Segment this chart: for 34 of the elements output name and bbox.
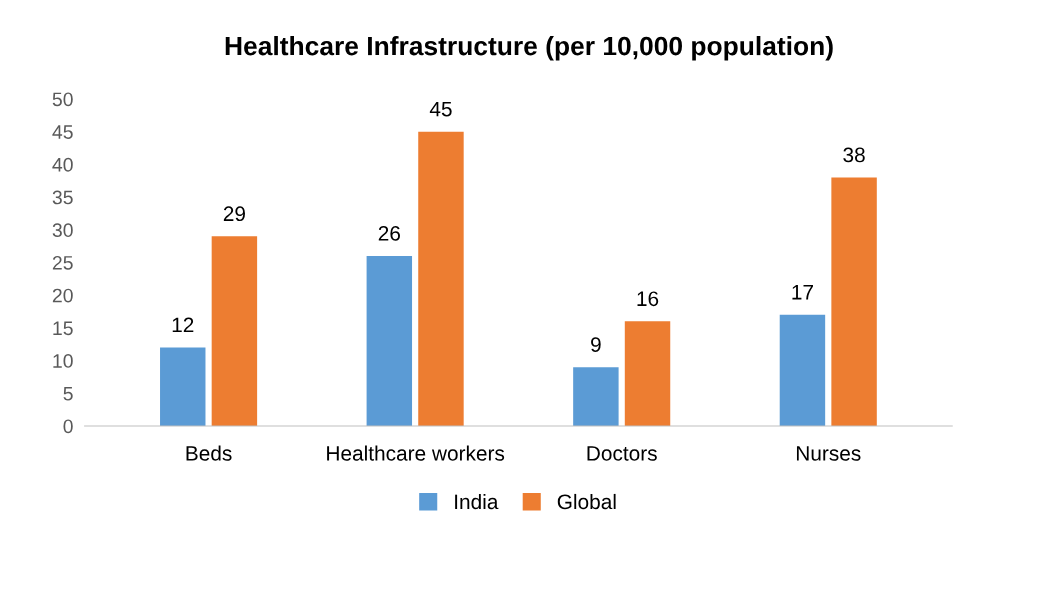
y-tick-label: 15	[53, 321, 73, 336]
data-label: 12	[172, 317, 194, 333]
bar	[418, 131, 464, 426]
y-tick-label: 45	[52, 125, 73, 139]
y-tick-label: 30	[52, 223, 73, 238]
bar	[779, 314, 826, 426]
data-label: 45	[429, 101, 452, 117]
x-tick-label: Doctors	[587, 446, 657, 461]
bar	[831, 177, 877, 426]
legend-label: India	[455, 493, 499, 510]
chart-title: Healthcare Infrastructure (per 10,000 population)	[225, 36, 833, 61]
data-label: 16	[637, 291, 659, 307]
x-tick-label: Healthcare workers	[327, 445, 505, 461]
y-tick-label: 25	[52, 255, 73, 270]
y-tick-label: 35	[52, 190, 73, 205]
y-tick-label: 0	[63, 419, 73, 434]
bar	[366, 255, 413, 426]
data-label: 38	[843, 147, 865, 163]
data-label: 17	[792, 285, 813, 300]
bar	[160, 347, 206, 426]
bar	[573, 367, 619, 426]
bar	[211, 236, 258, 426]
x-tick-label: Nurses	[796, 446, 861, 461]
y-tick-label: 20	[52, 288, 73, 303]
y-tick-label: 10	[53, 354, 73, 368]
data-label: 29	[223, 206, 245, 222]
y-tick-label: 50	[52, 92, 73, 107]
y-tick-label: 40	[52, 157, 73, 172]
data-label: 9	[591, 337, 601, 352]
x-tick-label: Beds	[186, 445, 232, 461]
data-label: 26	[378, 225, 400, 241]
bar	[624, 321, 671, 426]
y-tick-label: 5	[63, 386, 73, 401]
legend-label: Global	[557, 493, 616, 510]
